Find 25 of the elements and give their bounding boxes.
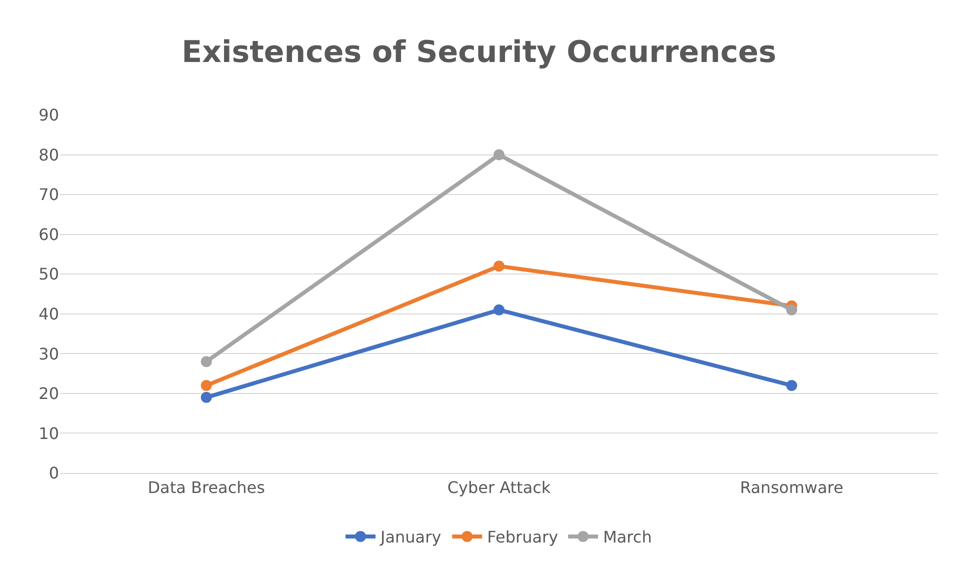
point xyxy=(786,304,798,316)
point xyxy=(494,260,504,272)
y-tick-label: 50 xyxy=(38,264,59,284)
point xyxy=(200,356,212,368)
legend-label: March xyxy=(603,528,652,547)
legend-label: February xyxy=(487,528,558,547)
y-tick-label: 60 xyxy=(38,224,59,244)
point xyxy=(200,392,212,403)
y-tick-label: 0 xyxy=(48,464,59,483)
point xyxy=(494,149,504,160)
legend-label: January xyxy=(380,528,442,547)
y-tick-label: 90 xyxy=(38,106,59,125)
x-tick-label: Data Breaches xyxy=(148,478,265,498)
y-tick-label: 80 xyxy=(38,145,59,164)
y-tick-label: 20 xyxy=(38,384,59,404)
y-tick-label: 30 xyxy=(38,344,59,364)
y-tick-label: 70 xyxy=(38,185,59,204)
x-tick-label: Cyber Attack xyxy=(447,478,552,498)
point xyxy=(200,380,212,391)
y-tick-label: 10 xyxy=(38,424,59,443)
x-tick-label: Ransomware xyxy=(740,478,844,498)
point xyxy=(494,304,504,316)
chart-title: Existences of Security Occurrences xyxy=(182,34,776,70)
point xyxy=(786,380,798,391)
y-tick-label: 40 xyxy=(38,304,59,324)
